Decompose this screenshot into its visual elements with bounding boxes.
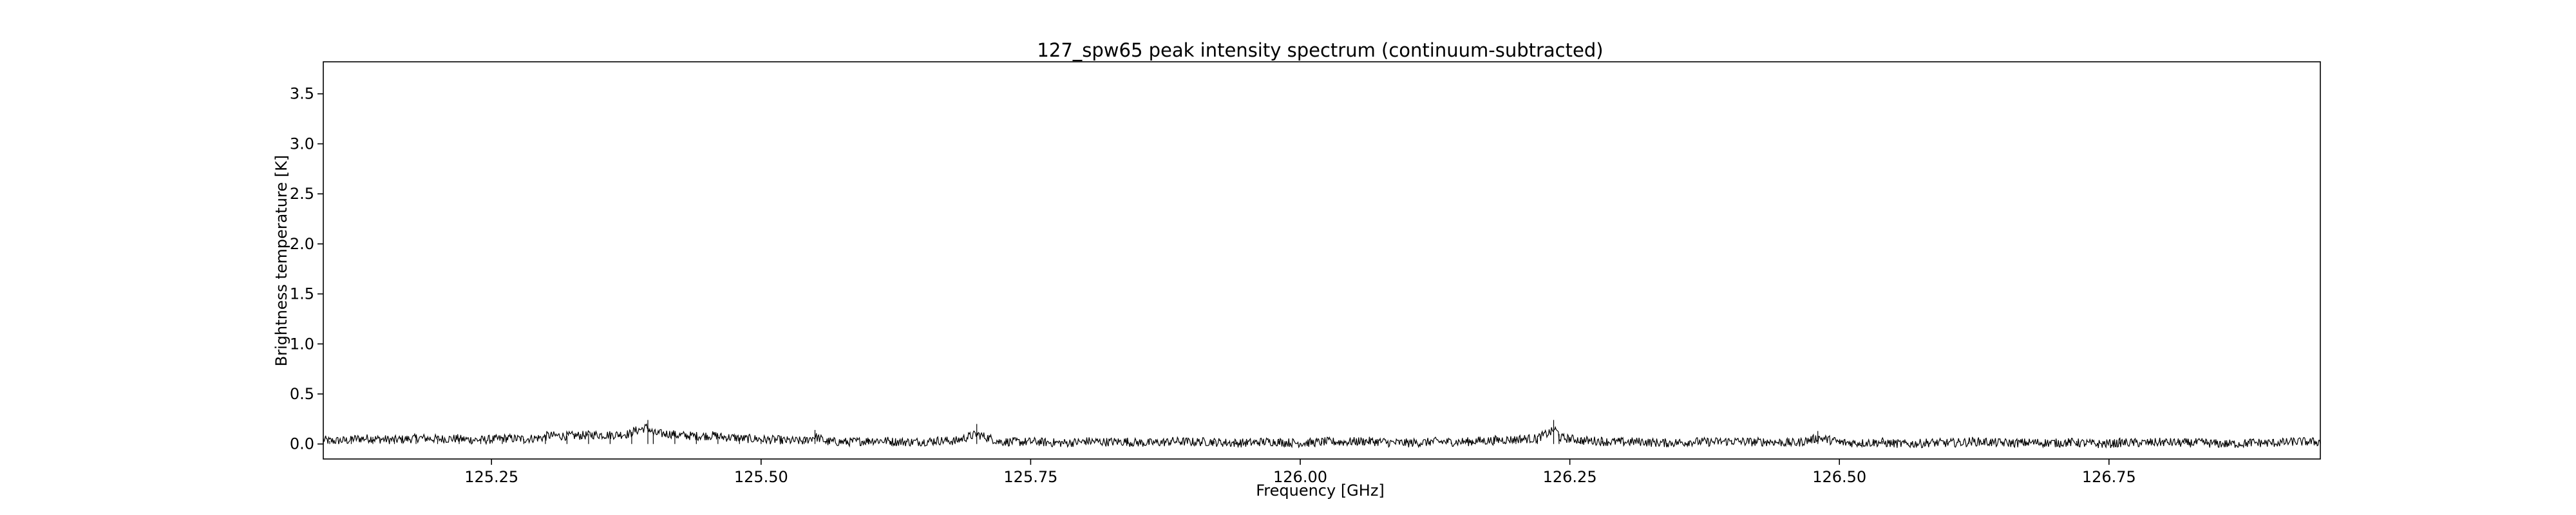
y-axis-label: Brightness temperature [K]: [272, 155, 290, 366]
spectrum-line: [323, 423, 2321, 449]
y-tick-label: 3.0: [290, 135, 314, 153]
y-tick-label: 3.5: [290, 85, 314, 103]
x-axis-label: Frequency [GHz]: [1256, 482, 1385, 500]
x-tick-label: 125.75: [1003, 468, 1057, 486]
spectrum-spikes: [323, 420, 2321, 444]
chart-title: 127_spw65 peak intensity spectrum (conti…: [1037, 39, 1603, 61]
x-tick-label: 125.25: [464, 468, 518, 486]
y-tick-label: 0.0: [290, 435, 314, 453]
plot-area: [323, 420, 2321, 449]
y-tick-label: 2.5: [290, 185, 314, 203]
y-tick-label: 1.0: [290, 335, 314, 353]
x-axis: 125.25 125.50 125.75 126.00 126.25 126.50 126.…: [464, 459, 2136, 486]
y-tick-label: 1.5: [290, 285, 314, 303]
y-tick-label: 2.0: [290, 235, 314, 253]
x-tick-label: 126.75: [2082, 468, 2136, 486]
x-tick-label: 126.25: [1543, 468, 1597, 486]
y-axis: 0.0 0.5 1.0 1.5 2.0 2.5 3.0 3.5: [290, 85, 323, 453]
x-tick-label: 126.50: [1812, 468, 1866, 486]
x-tick-label: 126.00: [1273, 468, 1327, 486]
plot-frame: [323, 61, 2321, 460]
x-tick-label: 125.50: [734, 468, 788, 486]
y-tick-label: 0.5: [290, 385, 314, 403]
